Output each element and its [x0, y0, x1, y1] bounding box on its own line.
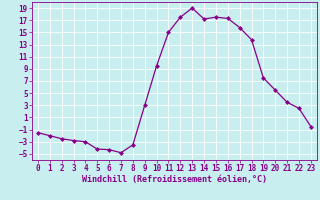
X-axis label: Windchill (Refroidissement éolien,°C): Windchill (Refroidissement éolien,°C) — [82, 175, 267, 184]
